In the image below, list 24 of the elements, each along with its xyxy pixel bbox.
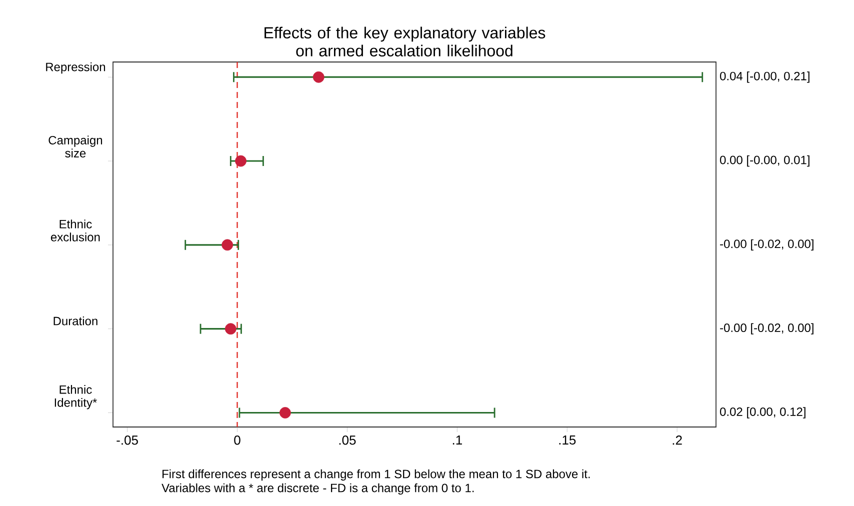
point bbox=[312, 71, 324, 83]
text: Variables with a * are discrete - FD is a change from 0 to 1. bbox=[162, 483, 474, 495]
x-tick-label: .1 bbox=[452, 436, 462, 444]
data-label: 0.02 [0.00, 0.12] bbox=[720, 407, 806, 418]
x-tick-label: .2 bbox=[672, 436, 682, 445]
x-tick-label: .05 bbox=[339, 436, 356, 445]
text: First differences represent a change from 1 SD below the mean to 1 SD above it. bbox=[162, 469, 590, 481]
point bbox=[235, 155, 246, 167]
data-label: 0.00 [-0.00, 0.01] bbox=[720, 155, 810, 167]
x-tick-label: .15 bbox=[559, 436, 576, 445]
chart-title: Effects of the key explanatory variables on armed escalation likelihood bbox=[264, 26, 546, 56]
y-tick-label: Ethnic exclusion bbox=[50, 220, 100, 242]
x-tick-label: -.05 bbox=[116, 436, 138, 445]
point bbox=[224, 323, 236, 335]
data-label: -0.00 [-0.02, 0.00] bbox=[720, 323, 814, 334]
point bbox=[279, 407, 291, 418]
x-tick-label: 0 bbox=[234, 436, 240, 445]
y-tick-label: Ethnic Identity* bbox=[54, 385, 97, 410]
data-label: 0.04 [-0.00, 0.21] bbox=[720, 72, 810, 83]
y-tick-label: Repression bbox=[46, 62, 106, 74]
y-tick-label: Duration bbox=[54, 316, 98, 326]
point bbox=[222, 239, 234, 251]
data-label: -0.00 [-0.02, 0.00] bbox=[720, 239, 814, 251]
y-tick-label: Campaign size bbox=[48, 136, 102, 158]
